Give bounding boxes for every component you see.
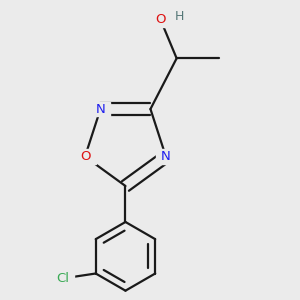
Text: Cl: Cl: [56, 272, 70, 285]
Bar: [91, 102, 110, 116]
Text: O: O: [80, 150, 90, 163]
Bar: [150, 11, 171, 27]
Text: H: H: [175, 10, 184, 23]
Bar: [52, 271, 74, 286]
Text: O: O: [155, 13, 166, 26]
Text: N: N: [161, 150, 171, 163]
Bar: [74, 149, 96, 164]
Text: N: N: [96, 103, 105, 116]
Bar: [156, 149, 176, 164]
